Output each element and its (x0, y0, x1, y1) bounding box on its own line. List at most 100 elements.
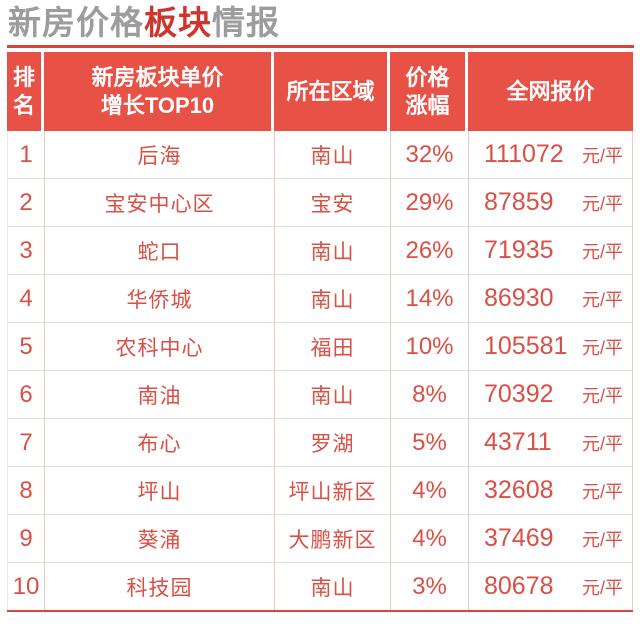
price-value: 111072 (484, 140, 564, 168)
header-rank: 排 名 (7, 52, 44, 131)
price-cell: 80678 元/平 (469, 563, 632, 610)
plate-name-cell: 华侨城 (45, 275, 275, 322)
district-cell: 罗湖 (275, 419, 391, 466)
plate-name-cell: 后海 (45, 131, 275, 178)
change-cell: 5% (391, 419, 469, 466)
change-cell: 26% (391, 227, 469, 274)
price-value: 70392 (484, 380, 554, 408)
price-cell: 87859 元/平 (469, 179, 632, 226)
page-title: 新房价格板块情报 (0, 0, 640, 43)
price-value: 105581 (484, 332, 568, 360)
district-cell: 宝安 (275, 179, 391, 226)
rank-cell: 8 (8, 467, 45, 514)
header-plate-line2: 增长TOP10 (100, 92, 215, 118)
price-value: 87859 (484, 188, 554, 216)
district-cell: 南山 (275, 275, 391, 322)
price-unit: 元/平 (581, 481, 623, 502)
table-row: 2 宝安中心区 宝安 29% 87859 元/平 (8, 179, 632, 227)
plate-name-cell: 蛇口 (45, 227, 275, 274)
price-value: 71935 (484, 236, 554, 264)
header-rank-line2: 名 (12, 92, 35, 118)
price-cell: 105581 元/平 (469, 323, 632, 370)
price-value: 43711 (484, 428, 552, 456)
rank-cell: 7 (8, 419, 45, 466)
table-row: 5 农科中心 福田 10% 105581 元/平 (8, 323, 632, 371)
table-row: 7 布心 罗湖 5% 43711 元/平 (8, 419, 632, 467)
table-row: 1 后海 南山 32% 111072 元/平 (8, 131, 632, 179)
header-change: 价格 涨幅 (390, 52, 468, 131)
change-cell: 32% (391, 131, 469, 178)
header-plate-name: 新房板块单价 增长TOP10 (44, 52, 274, 131)
table-body: 1 后海 南山 32% 111072 元/平 2 宝安中心区 宝安 29% 87… (7, 131, 633, 610)
district-cell: 南山 (275, 227, 391, 274)
title-divider-line (7, 45, 634, 48)
table-row: 3 蛇口 南山 26% 71935 元/平 (8, 227, 632, 275)
header-change-line2: 涨幅 (405, 92, 450, 118)
district-cell: 南山 (275, 563, 391, 610)
plate-name-cell: 布心 (45, 419, 275, 466)
rank-cell: 1 (8, 131, 45, 178)
price-unit: 元/平 (581, 145, 623, 166)
price-cell: 111072 元/平 (469, 131, 632, 178)
price-unit: 元/平 (581, 241, 623, 262)
rank-cell: 6 (8, 371, 45, 418)
table-row: 10 科技园 南山 3% 80678 元/平 (8, 563, 632, 610)
table-bottom-line (7, 610, 633, 612)
change-cell: 14% (391, 275, 469, 322)
rank-cell: 2 (8, 179, 45, 226)
header-district: 所在区域 (274, 52, 390, 131)
table-row: 4 华侨城 南山 14% 86930 元/平 (8, 275, 632, 323)
change-cell: 29% (391, 179, 469, 226)
change-cell: 10% (391, 323, 469, 370)
price-cell: 71935 元/平 (469, 227, 632, 274)
price-unit: 元/平 (581, 337, 623, 358)
price-cell: 86930 元/平 (469, 275, 632, 322)
price-cell: 70392 元/平 (469, 371, 632, 418)
price-value: 37469 (484, 524, 554, 552)
district-cell: 南山 (275, 371, 391, 418)
header-change-line1: 价格 (405, 64, 450, 90)
change-cell: 4% (391, 467, 469, 514)
rank-cell: 10 (8, 563, 45, 610)
header-rank-line1: 排 (12, 64, 35, 90)
title-segment-red: 板块 (144, 4, 212, 41)
table-row: 9 葵涌 大鹏新区 4% 37469 元/平 (8, 515, 632, 563)
plate-name-cell: 科技园 (45, 563, 275, 610)
price-cell: 32608 元/平 (469, 467, 632, 514)
plate-name-cell: 宝安中心区 (45, 179, 275, 226)
table-row: 6 南油 南山 8% 70392 元/平 (8, 371, 632, 419)
district-cell: 南山 (275, 131, 391, 178)
plate-name-cell: 农科中心 (45, 323, 275, 370)
price-table: 排 名 新房板块单价 增长TOP10 所在区域 价格 涨幅 全网报价 1 后海 (7, 52, 633, 610)
header-plate-line1: 新房板块单价 (91, 64, 224, 90)
header-district-line1: 所在区域 (286, 78, 375, 104)
price-unit: 元/平 (581, 529, 623, 550)
title-segment-gray-2: 情报 (212, 4, 280, 41)
change-cell: 4% (391, 515, 469, 562)
price-unit: 元/平 (581, 193, 623, 214)
rank-cell: 9 (8, 515, 45, 562)
change-cell: 3% (391, 563, 469, 610)
header-price-line1: 全网报价 (506, 78, 595, 104)
title-segment-gray-1: 新房价格 (8, 4, 144, 41)
plate-name-cell: 葵涌 (45, 515, 275, 562)
price-cell: 37469 元/平 (469, 515, 632, 562)
price-value: 86930 (484, 284, 554, 312)
price-unit: 元/平 (581, 385, 623, 406)
price-value: 80678 (484, 572, 554, 600)
table-row: 8 坪山 坪山新区 4% 32608 元/平 (8, 467, 632, 515)
table-header-row: 排 名 新房板块单价 增长TOP10 所在区域 价格 涨幅 全网报价 (7, 52, 633, 131)
price-unit: 元/平 (581, 289, 623, 310)
district-cell: 福田 (275, 323, 391, 370)
rank-cell: 4 (8, 275, 45, 322)
header-price: 全网报价 (468, 52, 633, 131)
price-unit: 元/平 (581, 577, 623, 598)
price-cell: 43711 元/平 (469, 419, 632, 466)
plate-name-cell: 坪山 (45, 467, 275, 514)
price-value: 32608 (484, 476, 554, 504)
district-cell: 坪山新区 (275, 467, 391, 514)
plate-name-cell: 南油 (45, 371, 275, 418)
district-cell: 大鹏新区 (275, 515, 391, 562)
rank-cell: 5 (8, 323, 45, 370)
